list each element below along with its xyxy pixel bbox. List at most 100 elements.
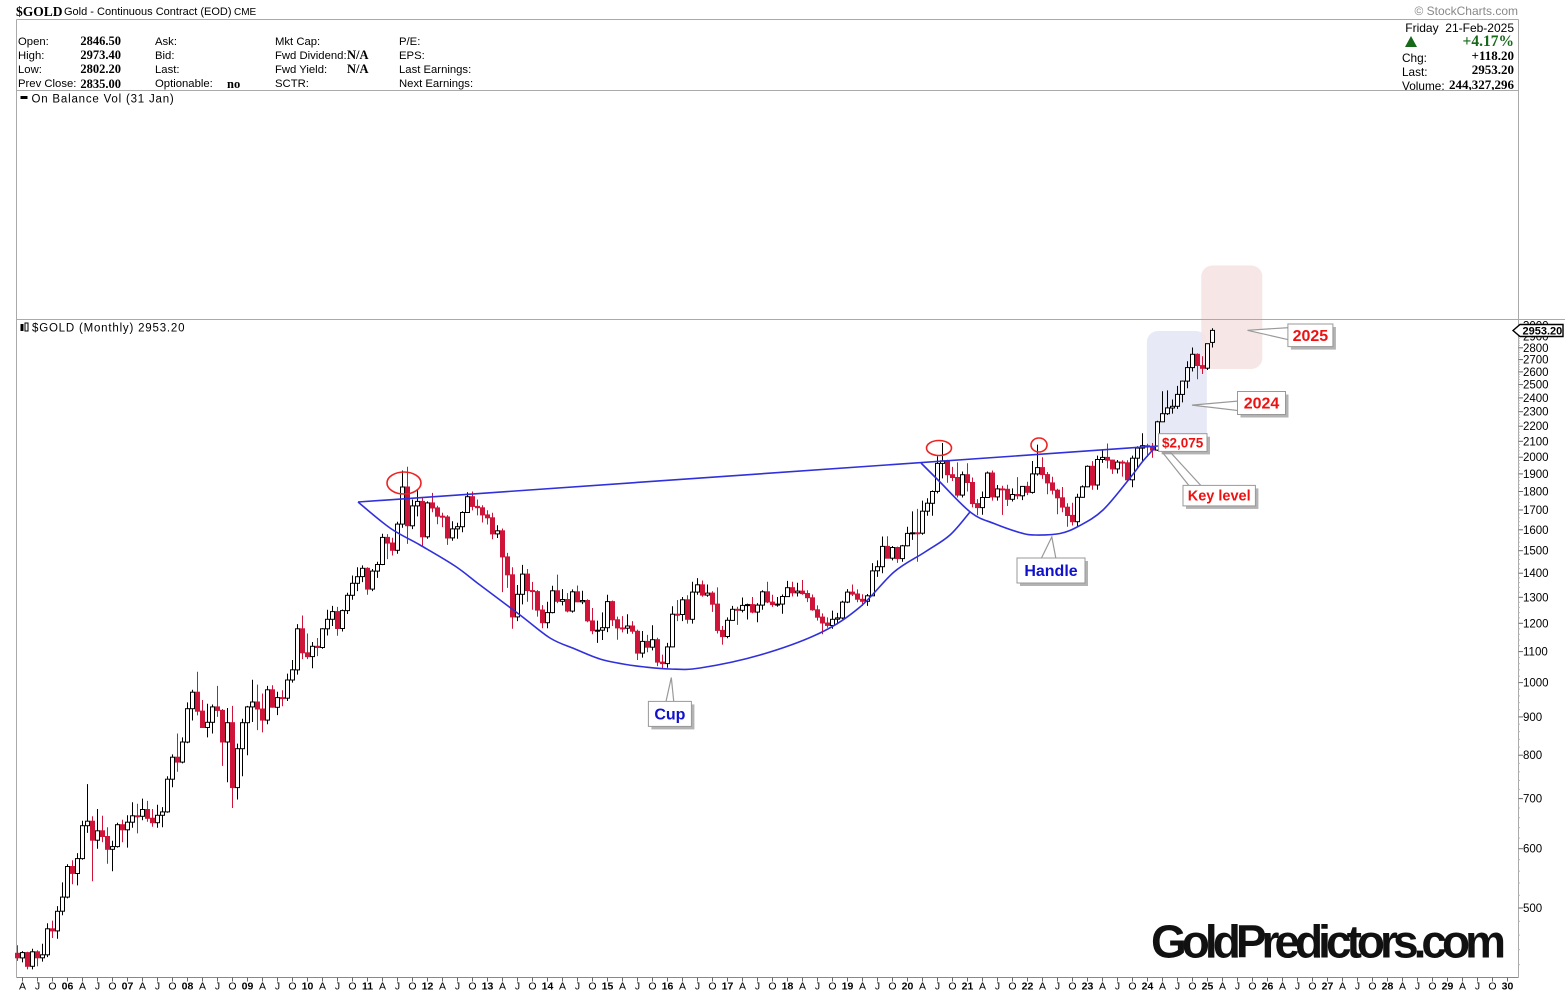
svg-text:O: O: [228, 981, 236, 992]
svg-text:GoldPredictors.com: GoldPredictors.com: [1151, 916, 1506, 968]
svg-text:15: 15: [602, 981, 614, 992]
svg-text:25: 25: [1202, 981, 1214, 992]
svg-text:17: 17: [722, 981, 734, 992]
svg-text:Key level: Key level: [1188, 489, 1251, 505]
svg-text:800: 800: [1523, 750, 1542, 762]
svg-text:O: O: [288, 981, 296, 992]
svg-text:A: A: [979, 981, 986, 992]
svg-text:$GOLD (Monthly) 2953.20: $GOLD (Monthly) 2953.20: [32, 323, 185, 335]
svg-text:O: O: [948, 981, 956, 992]
svg-text:700: 700: [1523, 794, 1542, 806]
svg-text:On Balance Vol (31 Jan): On Balance Vol (31 Jan): [32, 94, 175, 106]
svg-text:1300: 1300: [1523, 592, 1549, 604]
svg-text:14: 14: [542, 981, 554, 992]
svg-text:A: A: [1099, 981, 1106, 992]
svg-text:O: O: [1068, 981, 1076, 992]
svg-text:O: O: [888, 981, 896, 992]
svg-text:O: O: [528, 981, 536, 992]
svg-text:13: 13: [482, 981, 494, 992]
svg-text:O: O: [768, 981, 776, 992]
svg-text:06: 06: [62, 981, 74, 992]
svg-text:07: 07: [122, 981, 134, 992]
svg-text:J: J: [575, 981, 580, 992]
svg-text:Handle: Handle: [1024, 563, 1077, 580]
svg-text:2025: 2025: [1293, 328, 1329, 345]
svg-text:J: J: [935, 981, 940, 992]
svg-text:O: O: [1368, 981, 1376, 992]
svg-text:A: A: [79, 981, 86, 992]
svg-text:12: 12: [422, 981, 434, 992]
svg-text:J: J: [1355, 981, 1360, 992]
svg-text:Cup: Cup: [654, 707, 685, 724]
svg-text:A: A: [19, 981, 26, 992]
svg-text:J: J: [995, 981, 1000, 992]
svg-text:23: 23: [1082, 981, 1094, 992]
svg-text:24: 24: [1142, 981, 1154, 992]
svg-text:A: A: [439, 981, 446, 992]
svg-text:O: O: [1308, 981, 1316, 992]
svg-text:1000: 1000: [1523, 678, 1549, 690]
svg-text:2700: 2700: [1523, 355, 1549, 367]
svg-text:O: O: [48, 981, 56, 992]
svg-text:$2,075: $2,075: [1162, 436, 1204, 451]
svg-text:2400: 2400: [1523, 393, 1549, 405]
svg-text:J: J: [1415, 981, 1420, 992]
svg-text:A: A: [1459, 981, 1466, 992]
svg-text:1400: 1400: [1523, 568, 1549, 580]
svg-text:O: O: [108, 981, 116, 992]
svg-text:J: J: [395, 981, 400, 992]
svg-text:J: J: [1175, 981, 1180, 992]
svg-text:A: A: [1399, 981, 1406, 992]
svg-text:O: O: [1128, 981, 1136, 992]
svg-text:10: 10: [302, 981, 314, 992]
svg-text:O: O: [708, 981, 716, 992]
svg-text:A: A: [559, 981, 566, 992]
svg-text:A: A: [1039, 981, 1046, 992]
svg-text:J: J: [335, 981, 340, 992]
svg-text:J: J: [1295, 981, 1300, 992]
svg-text:J: J: [815, 981, 820, 992]
svg-text:A: A: [379, 981, 386, 992]
svg-text:600: 600: [1523, 844, 1542, 856]
svg-text:O: O: [168, 981, 176, 992]
svg-text:1200: 1200: [1523, 618, 1549, 630]
svg-text:1100: 1100: [1523, 647, 1548, 659]
svg-text:J: J: [1115, 981, 1120, 992]
svg-text:26: 26: [1262, 981, 1274, 992]
svg-text:J: J: [515, 981, 520, 992]
svg-text:22: 22: [1022, 981, 1034, 992]
svg-text:O: O: [408, 981, 416, 992]
svg-text:A: A: [859, 981, 866, 992]
svg-text:2100: 2100: [1523, 436, 1549, 448]
svg-text:A: A: [799, 981, 806, 992]
svg-text:2300: 2300: [1523, 407, 1549, 419]
svg-text:19: 19: [842, 981, 854, 992]
svg-text:O: O: [1188, 981, 1196, 992]
svg-text:900: 900: [1523, 712, 1542, 724]
svg-text:A: A: [199, 981, 206, 992]
svg-text:A: A: [919, 981, 926, 992]
svg-text:500: 500: [1523, 903, 1542, 915]
svg-text:O: O: [1008, 981, 1016, 992]
svg-text:O: O: [1488, 981, 1496, 992]
svg-text:O: O: [588, 981, 596, 992]
svg-text:21: 21: [962, 981, 974, 992]
svg-text:A: A: [1159, 981, 1166, 992]
svg-text:1600: 1600: [1523, 525, 1549, 537]
svg-text:O: O: [348, 981, 356, 992]
svg-text:20: 20: [902, 981, 914, 992]
svg-text:2200: 2200: [1523, 421, 1549, 433]
svg-text:27: 27: [1322, 981, 1334, 992]
svg-text:A: A: [139, 981, 146, 992]
svg-text:18: 18: [782, 981, 794, 992]
svg-text:O: O: [1248, 981, 1256, 992]
svg-text:A: A: [259, 981, 266, 992]
svg-text:1700: 1700: [1523, 505, 1549, 517]
svg-text:1800: 1800: [1523, 487, 1549, 499]
svg-text:O: O: [468, 981, 476, 992]
svg-text:A: A: [499, 981, 506, 992]
svg-text:08: 08: [182, 981, 194, 992]
svg-text:J: J: [1475, 981, 1480, 992]
svg-text:28: 28: [1382, 981, 1394, 992]
svg-text:O: O: [828, 981, 836, 992]
